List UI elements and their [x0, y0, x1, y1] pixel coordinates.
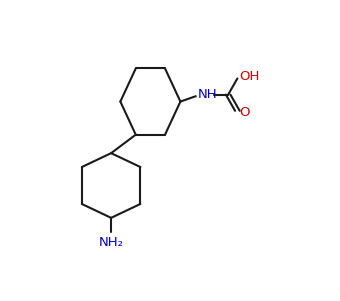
Text: O: O: [239, 106, 250, 119]
Text: OH: OH: [239, 70, 259, 83]
Text: NH₂: NH₂: [99, 236, 124, 249]
Text: NH: NH: [197, 88, 217, 101]
